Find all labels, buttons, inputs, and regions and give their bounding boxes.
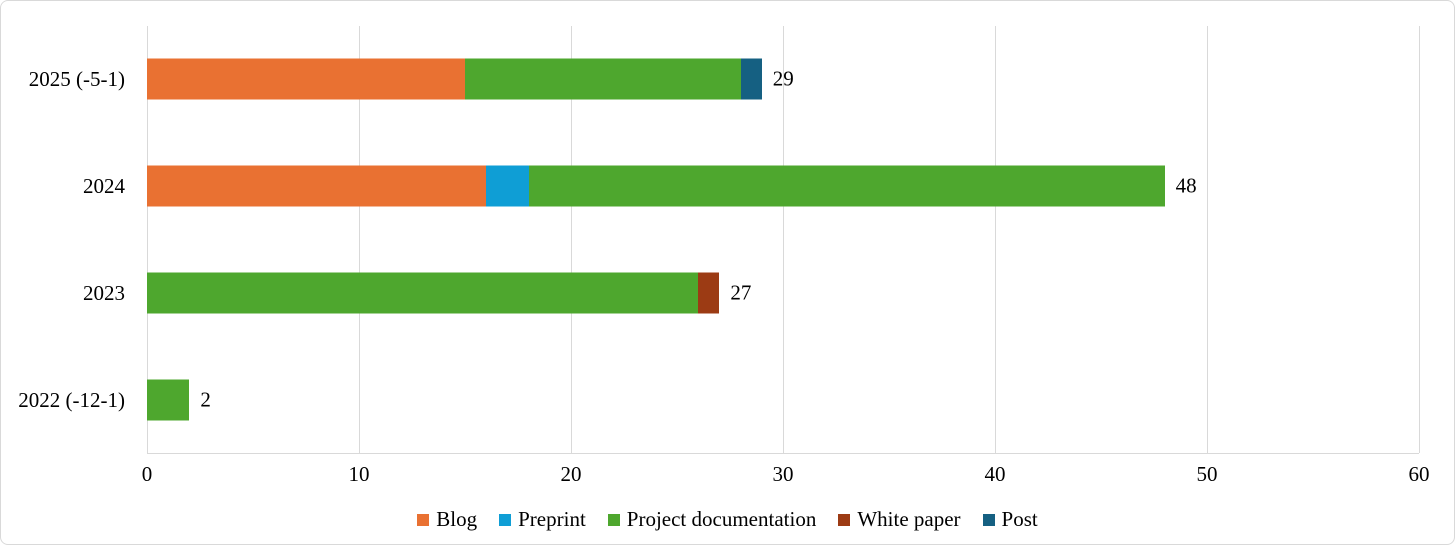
- legend-item-preprint: Preprint: [499, 507, 586, 532]
- x-tick-label: 50: [1196, 462, 1218, 486]
- y-axis-category-labels: 2025 (-5-1) 2024 2023 2022 (-12-1): [1, 26, 135, 454]
- bar-row: 27: [147, 240, 1419, 347]
- gridline: [571, 26, 572, 453]
- legend-swatch: [607, 513, 620, 526]
- bar-total-label: 27: [730, 280, 752, 305]
- bar-rows: 29 48 27 2: [147, 26, 1419, 453]
- bar-total-label: 2: [200, 387, 211, 412]
- plot-area: 29 48 27 2: [147, 26, 1420, 454]
- bar-segment-blog: [147, 165, 487, 207]
- x-tick-label: 40: [984, 462, 1006, 486]
- category-label: 2022 (-12-1): [18, 388, 125, 412]
- bar-row: 48: [147, 133, 1419, 240]
- x-tick-label: 20: [560, 462, 582, 486]
- legend-swatch: [499, 513, 512, 526]
- bar-segment-project-documentation: [147, 379, 190, 421]
- legend-label: Preprint: [518, 507, 586, 531]
- gridline: [783, 26, 784, 453]
- legend-item-blog: Blog: [417, 507, 477, 532]
- bar-segment-project-documentation: [465, 58, 741, 100]
- gridline: [1207, 26, 1208, 453]
- gridline: [359, 26, 360, 453]
- legend-swatch: [982, 513, 995, 526]
- x-tick-label: 60: [1408, 462, 1430, 486]
- stacked-bar: [147, 165, 1419, 207]
- x-tick-label: 30: [772, 462, 794, 486]
- bar-segment-preprint: [486, 165, 529, 207]
- category-label: 2024: [83, 174, 125, 198]
- bar-total-label: 29: [772, 66, 794, 91]
- bar-segment-white-paper: [698, 272, 720, 314]
- stacked-bar: [147, 272, 1419, 314]
- legend-item-post: Post: [982, 507, 1038, 532]
- x-tick-label: 10: [348, 462, 370, 486]
- legend-label: Blog: [436, 507, 478, 531]
- bar-segment-project-documentation: [528, 165, 1165, 207]
- gridline: [147, 26, 148, 453]
- legend-item-white-paper: White paper: [838, 507, 961, 532]
- stacked-bar: [147, 58, 1419, 100]
- legend-swatch: [838, 513, 851, 526]
- bar-segment-post: [740, 58, 762, 100]
- x-tick-label: 0: [141, 462, 153, 486]
- legend-swatch: [417, 513, 430, 526]
- category-label: 2025 (-5-1): [28, 67, 125, 91]
- x-axis: 0 10 20 30 40 50 60: [142, 462, 1430, 488]
- category-label: 2023: [83, 281, 125, 305]
- legend-label: Post: [1001, 507, 1038, 531]
- bar-segment-project-documentation: [147, 272, 699, 314]
- gridline: [995, 26, 996, 453]
- gridline: [1419, 26, 1420, 453]
- stacked-bar: [147, 379, 1419, 421]
- bar-row: 29: [147, 26, 1419, 133]
- bar-total-label: 48: [1175, 173, 1197, 198]
- legend-label: White paper: [857, 507, 961, 531]
- bar-row: 2: [147, 346, 1419, 453]
- legend-label: Project documentation: [626, 507, 817, 531]
- legend: Blog Preprint Project documentation White p…: [1, 507, 1454, 532]
- bar-segment-blog: [147, 58, 465, 100]
- legend-item-project-documentation: Project documentation: [607, 507, 817, 532]
